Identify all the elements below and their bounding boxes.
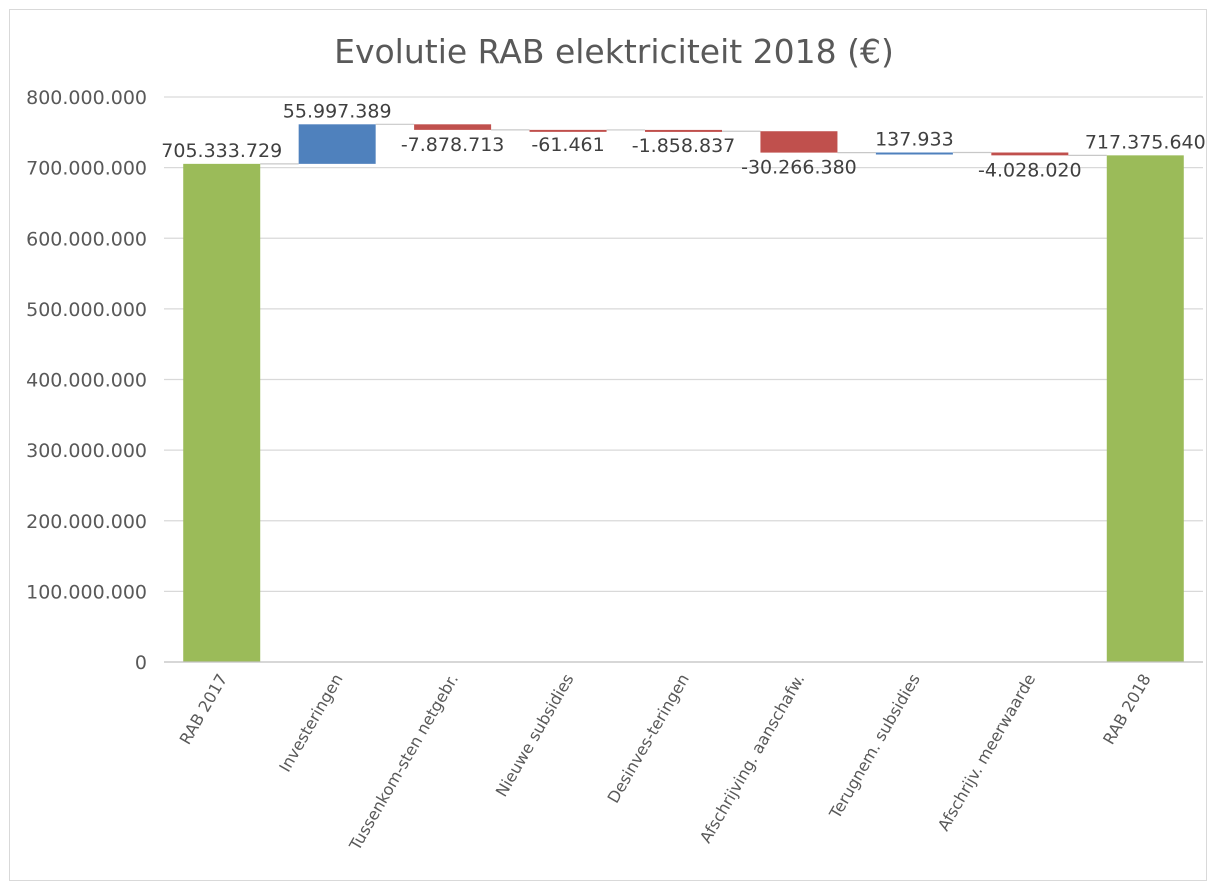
bars [183,124,1184,663]
bar [760,131,838,153]
category-label: Investeringen [275,671,346,776]
data-label: -7.878.713 [401,134,505,156]
bar [529,129,607,132]
y-tick-label: 0 [135,652,147,674]
bar [183,163,261,663]
chart-title: Evolutie RAB elektriciteit 2018 (€) [334,32,894,71]
connectors [260,123,1107,165]
data-label: -1.858.837 [632,135,736,157]
y-tick-label: 500.000.000 [26,299,147,321]
data-label: -61.461 [531,134,604,156]
category-label: Afschrijv. meerwaarde [934,671,1039,835]
bar [1106,155,1184,662]
gridlines [164,96,1203,593]
y-tick-label: 200.000.000 [26,511,147,533]
category-label: Nieuwe subsidies [492,671,578,801]
category-label: RAB 2018 [1099,671,1155,748]
data-label: 717.375.640 [1085,131,1206,153]
data-label: -4.028.020 [978,159,1082,181]
bar [298,124,376,164]
data-label: 705.333.729 [161,140,282,162]
category-label: RAB 2017 [176,671,232,748]
y-axis-tick-labels: 0 100.000.000 200.000.000 300.000.000 400.00… [26,87,147,674]
y-tick-label: 700.000.000 [26,158,147,180]
category-label: Terugnem. subsidies [825,671,924,823]
data-label: -30.266.380 [741,157,857,179]
category-label: Tussenkom-sten netgebr. [345,671,462,855]
category-label: Afschrijving. aanschafw. [696,671,808,847]
y-tick-label: 400.000.000 [26,370,147,392]
category-label: Desinves-teringen [604,671,693,807]
bar [414,124,492,130]
bar [875,152,953,155]
data-label: 137.933 [875,129,954,151]
y-tick-label: 800.000.000 [26,87,147,109]
data-label: 55.997.389 [283,100,392,122]
y-tick-label: 100.000.000 [26,581,147,603]
y-tick-label: 600.000.000 [26,228,147,250]
bar [991,152,1069,156]
y-tick-label: 300.000.000 [26,440,147,462]
bar [645,129,722,132]
